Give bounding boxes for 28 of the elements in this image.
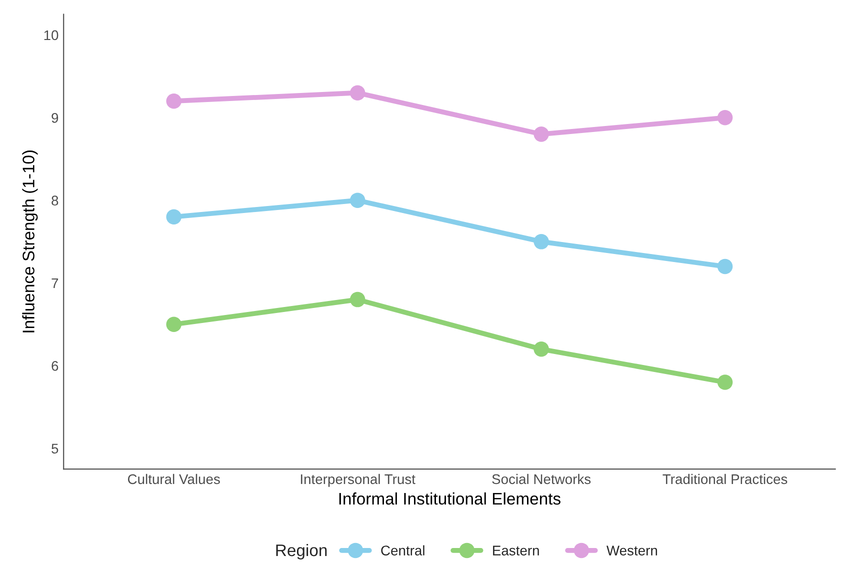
x-tick-label: Interpersonal Trust	[300, 474, 416, 487]
point	[534, 234, 549, 250]
y-axis-title: Influence Strength (1-10)	[22, 150, 38, 332]
point	[717, 110, 733, 126]
x-tick-label: Cultural Values	[128, 474, 220, 484]
point	[166, 316, 182, 332]
y-tick-label: 6	[52, 361, 58, 371]
y-tick-label: 7	[52, 278, 58, 288]
point	[717, 374, 733, 390]
legend-title: Region	[276, 544, 327, 560]
x-axis-title: Informal Institutional Elements	[339, 492, 560, 505]
point	[166, 209, 182, 225]
y-tick-label: 9	[52, 112, 58, 123]
x-tick-label: Social Networks	[492, 474, 591, 484]
point	[166, 93, 182, 109]
point	[534, 126, 549, 142]
y-tick-label: 10	[44, 30, 58, 40]
point	[350, 192, 366, 208]
point	[350, 292, 366, 308]
x-tick-label: Traditional Practices	[662, 474, 788, 484]
y-tick-label: 8	[52, 196, 58, 206]
legend-label: Central	[381, 545, 424, 556]
legend-label: Eastern	[493, 546, 539, 556]
point	[717, 258, 733, 274]
legend-label: Western	[606, 546, 658, 556]
point	[350, 85, 366, 100]
point	[534, 342, 549, 357]
y-tick-label: 5	[52, 444, 58, 454]
